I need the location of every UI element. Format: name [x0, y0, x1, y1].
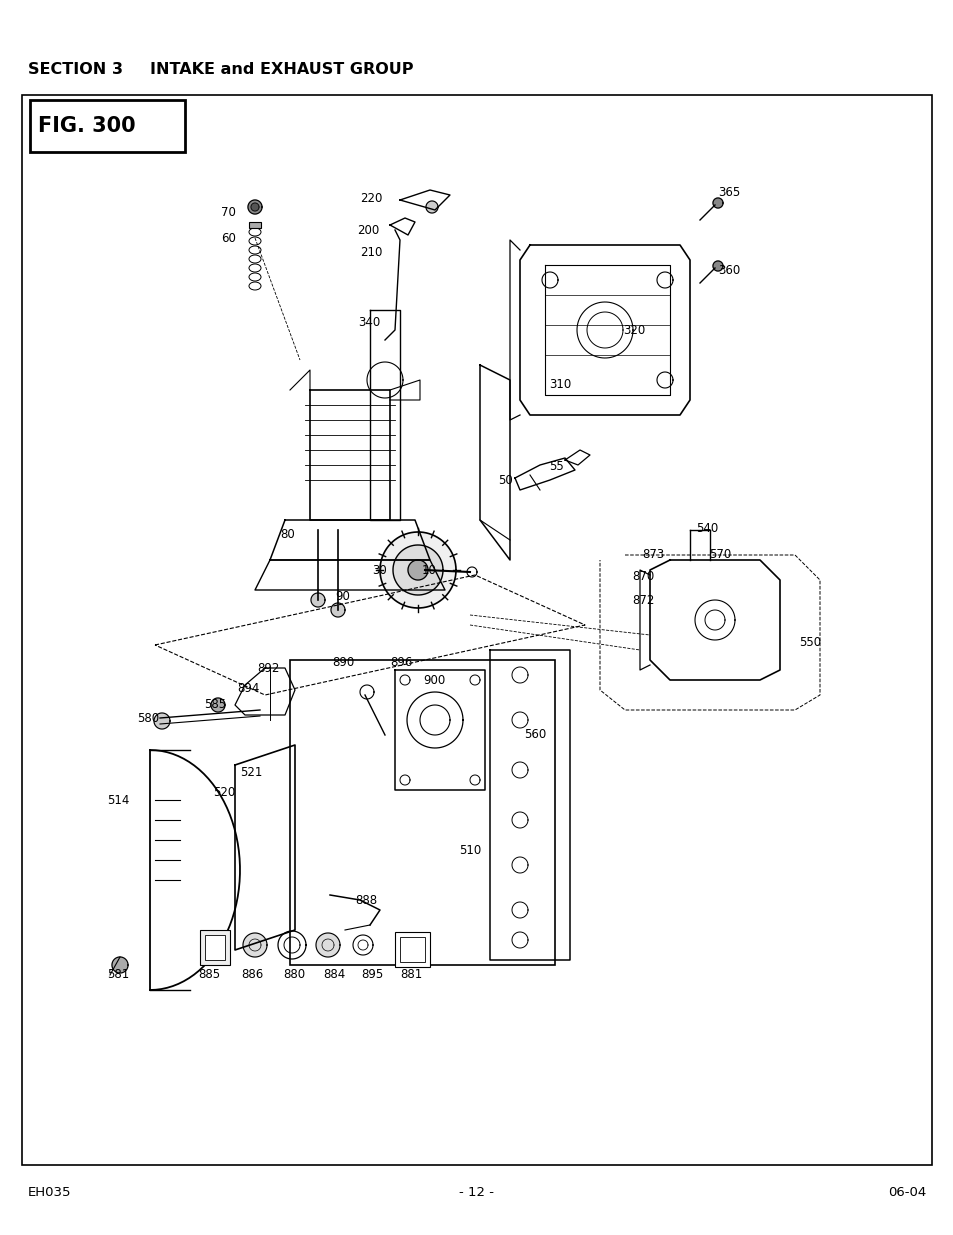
Text: 881: 881	[399, 968, 422, 982]
Bar	[399, 937, 424, 962]
Text: 892: 892	[256, 662, 279, 674]
Text: 310: 310	[548, 378, 571, 391]
Polygon shape	[153, 713, 170, 729]
Polygon shape	[112, 957, 128, 973]
Text: 870: 870	[632, 571, 655, 583]
Text: 894: 894	[236, 683, 259, 695]
Text: 880: 880	[283, 968, 305, 982]
Text: 540: 540	[696, 521, 718, 535]
Polygon shape	[251, 203, 258, 211]
Text: EH035: EH035	[28, 1187, 71, 1199]
Text: 886: 886	[241, 968, 263, 982]
Text: 510: 510	[458, 845, 480, 857]
Text: 570: 570	[708, 548, 731, 562]
Polygon shape	[426, 201, 437, 212]
Polygon shape	[331, 603, 345, 618]
Text: 220: 220	[360, 191, 382, 205]
Text: 900: 900	[422, 674, 445, 688]
Bar	[200, 930, 230, 965]
Text: 560: 560	[523, 729, 546, 741]
Text: 365: 365	[718, 185, 740, 199]
Bar	[395, 932, 430, 967]
Text: 06-04: 06-04	[887, 1187, 925, 1199]
Polygon shape	[243, 932, 267, 957]
Text: 550: 550	[799, 636, 821, 648]
Text: 60: 60	[221, 231, 235, 245]
Bar	[205, 935, 225, 960]
Text: 10: 10	[421, 564, 436, 578]
Text: 520: 520	[213, 787, 235, 799]
Bar	[290, 659, 555, 965]
Polygon shape	[248, 200, 262, 214]
Bar	[249, 222, 261, 228]
Text: INTAKE and EXHAUST GROUP: INTAKE and EXHAUST GROUP	[150, 62, 413, 77]
Text: 90: 90	[335, 589, 350, 603]
Text: 873: 873	[642, 548, 664, 562]
Text: 55: 55	[548, 459, 563, 473]
Text: 80: 80	[280, 527, 294, 541]
Text: 320: 320	[622, 325, 644, 337]
Polygon shape	[315, 932, 339, 957]
Text: 872: 872	[632, 594, 655, 606]
Text: 30: 30	[372, 564, 387, 578]
Text: 360: 360	[718, 264, 740, 278]
Text: 200: 200	[356, 224, 378, 236]
Polygon shape	[379, 532, 456, 608]
Text: 896: 896	[390, 657, 412, 669]
Polygon shape	[211, 698, 225, 713]
Text: - 12 -: - 12 -	[459, 1187, 494, 1199]
Text: SECTION 3: SECTION 3	[28, 62, 123, 77]
Text: 884: 884	[323, 968, 345, 982]
Text: 50: 50	[497, 473, 513, 487]
Polygon shape	[408, 559, 428, 580]
Text: 888: 888	[355, 894, 376, 908]
Polygon shape	[712, 198, 722, 207]
Text: 585: 585	[204, 699, 226, 711]
Text: 885: 885	[198, 968, 220, 982]
Text: FIG. 300: FIG. 300	[38, 116, 135, 136]
Text: 890: 890	[333, 657, 355, 669]
Text: 580: 580	[136, 711, 159, 725]
Bar	[30, 100, 185, 152]
Polygon shape	[393, 545, 442, 595]
Text: 340: 340	[357, 316, 379, 330]
Text: 70: 70	[221, 206, 235, 220]
Text: 514: 514	[107, 794, 130, 806]
Polygon shape	[311, 593, 325, 606]
Text: 895: 895	[360, 968, 383, 982]
Text: 581: 581	[107, 968, 129, 982]
Text: 210: 210	[360, 246, 382, 258]
Text: 521: 521	[240, 767, 262, 779]
Polygon shape	[712, 261, 722, 270]
Bar	[22, 95, 931, 1165]
